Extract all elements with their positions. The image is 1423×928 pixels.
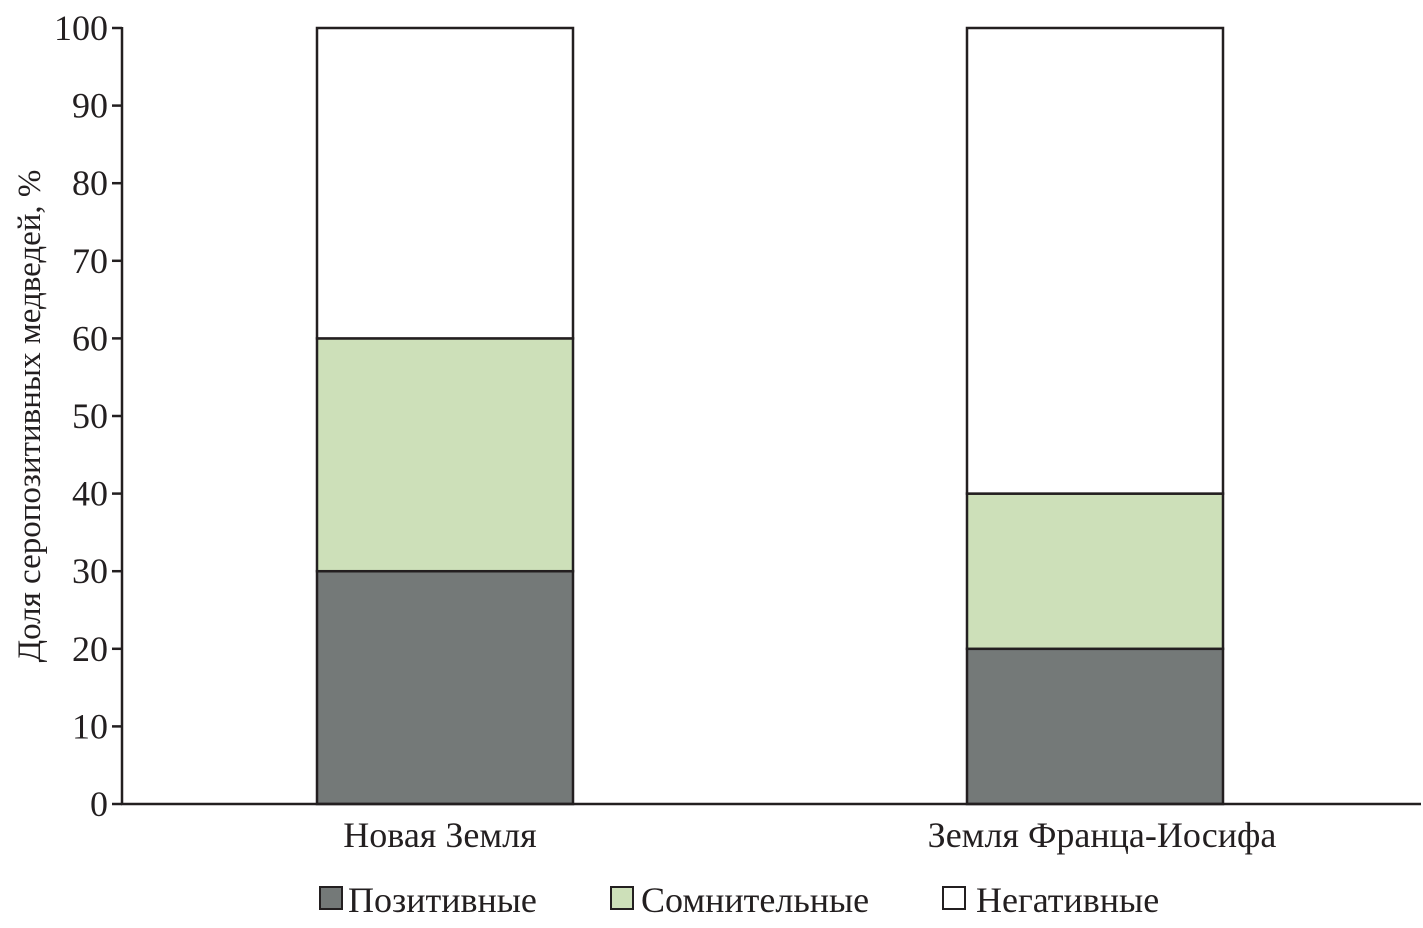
legend-swatch-negative [942, 886, 966, 910]
bars [315, 26, 1225, 806]
y-axis-ticks: 0 10 20 30 40 50 60 70 80 90 100 [54, 8, 122, 824]
legend: Позитивные Сомнительные Негативные [319, 880, 1159, 920]
legend-label-negative: Негативные [976, 880, 1159, 920]
bar-segment-0-2 [315, 26, 575, 340]
y-tick-label: 50 [72, 396, 108, 436]
y-tick-label: 40 [72, 474, 108, 514]
category-label-0: Новая Земля [343, 815, 536, 855]
y-tick-label: 10 [72, 706, 108, 746]
bar-segment-0-1 [315, 337, 575, 573]
y-tick-label: 0 [90, 784, 108, 824]
y-axis-label: Доля серопозитивных медведей, % [12, 170, 48, 663]
y-tick-label: 60 [72, 318, 108, 358]
y-tick-label: 80 [72, 163, 108, 203]
legend-swatch-positive [319, 886, 343, 910]
bar-segment-0-0 [315, 569, 575, 806]
legend-swatch-doubtful [610, 886, 634, 910]
bar-segment-1-0 [965, 647, 1225, 806]
legend-label-doubtful: Сомнительные [641, 880, 869, 920]
y-tick-label: 90 [72, 86, 108, 126]
bar-segment-1-2 [965, 26, 1225, 495]
y-tick-label: 20 [72, 629, 108, 669]
x-axis-labels: Новая Земля Земля Франца-Иосифа [343, 815, 1276, 855]
y-tick-label: 30 [72, 551, 108, 591]
y-tick-label: 100 [54, 8, 108, 48]
category-label-1: Земля Франца-Иосифа [928, 815, 1277, 855]
legend-label-positive: Позитивные [348, 880, 537, 920]
bar-segment-1-1 [965, 492, 1225, 651]
y-tick-label: 70 [72, 241, 108, 281]
